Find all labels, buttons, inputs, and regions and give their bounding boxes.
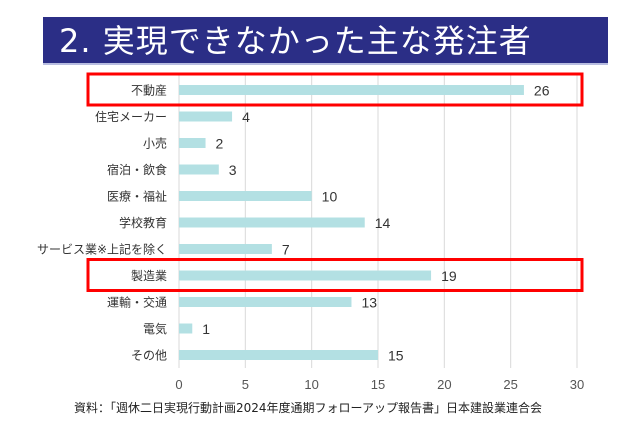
bar: [179, 217, 365, 228]
highlight-box: [86, 258, 584, 292]
y-category-label: 学校教育: [119, 215, 167, 230]
bar: [179, 350, 378, 360]
data-label: 15: [388, 348, 404, 364]
y-category-label: 宿泊・飲食: [107, 162, 167, 177]
bar: [179, 297, 352, 307]
data-label: 14: [375, 215, 391, 231]
y-category-label: 医療・福祉: [107, 189, 167, 204]
y-category-label: その他: [131, 349, 167, 363]
source-note: 資料：「週休二日実現行動計画2024年度通期フォローアップ報告書」日本建設業連合…: [74, 401, 543, 415]
x-tick-label: 5: [242, 377, 249, 392]
highlight-box: [86, 72, 584, 107]
data-label: 10: [322, 189, 338, 205]
bar: [179, 323, 193, 334]
x-tick-label: 30: [570, 377, 584, 392]
data-label: 26: [534, 83, 550, 99]
y-category-label: 電気: [143, 321, 167, 336]
data-label: 3: [229, 162, 237, 178]
x-tick-label: 0: [175, 377, 182, 392]
x-tick-label: 25: [503, 377, 517, 392]
data-label: 4: [242, 109, 250, 125]
y-category-label: 小売: [143, 136, 167, 151]
data-label: 2: [216, 136, 224, 152]
y-category-label: 住宅メーカー: [95, 109, 167, 124]
bar: [179, 191, 312, 201]
bar: [179, 244, 272, 254]
data-label: 7: [282, 242, 290, 258]
bar: [179, 85, 524, 95]
x-tick-label: 20: [437, 377, 451, 392]
x-tick-label: 15: [371, 377, 385, 392]
y-category-label: 製造業: [131, 269, 167, 283]
data-label: 13: [361, 295, 377, 311]
y-category-label: 不動産: [131, 83, 167, 98]
bar: [179, 270, 432, 281]
chart-title: 2. 実現できなかった主な発注者: [59, 22, 532, 60]
bar: [179, 138, 206, 148]
title-banner: 2. 実現できなかった主な発注者: [43, 17, 608, 65]
data-label: 1: [202, 321, 210, 337]
y-category-label: サービス業※上記を除く: [37, 242, 167, 257]
x-tick-label: 10: [304, 377, 318, 392]
data-label: 19: [441, 268, 457, 284]
bar: [179, 111, 233, 122]
y-category-label: 運輸・交通: [107, 295, 167, 310]
bar: [179, 164, 219, 175]
